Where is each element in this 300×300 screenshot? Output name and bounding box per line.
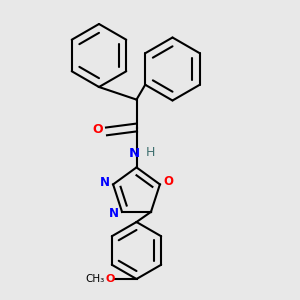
Text: N: N xyxy=(109,207,118,220)
Text: H: H xyxy=(146,146,156,160)
Text: O: O xyxy=(105,274,115,284)
Text: N: N xyxy=(100,176,110,189)
Text: O: O xyxy=(93,123,104,136)
Text: N: N xyxy=(128,147,140,160)
Text: O: O xyxy=(163,176,173,188)
Text: CH₃: CH₃ xyxy=(86,274,105,284)
